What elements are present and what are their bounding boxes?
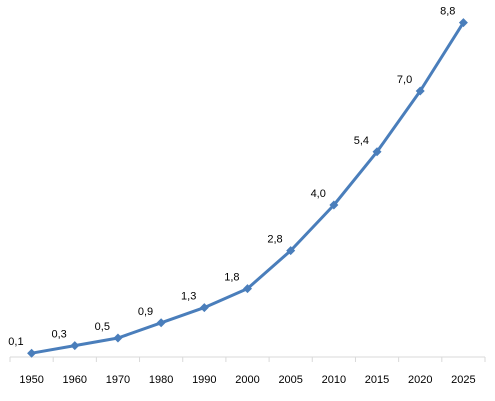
data-label: 0,5 [95, 321, 110, 333]
data-point-marker [156, 318, 166, 328]
x-tick-label: 2010 [322, 374, 346, 386]
x-tick-label: 2005 [278, 374, 302, 386]
data-point-marker [70, 341, 80, 351]
x-tick-label: 2015 [365, 374, 389, 386]
x-tick-label: 1970 [106, 374, 130, 386]
data-label: 0,9 [138, 306, 153, 318]
data-label: 2,8 [267, 234, 282, 246]
data-point-marker [113, 333, 123, 343]
data-label: 7,0 [397, 74, 412, 86]
data-point-marker [458, 18, 468, 28]
x-tick-label: 1950 [19, 374, 43, 386]
data-label: 1,3 [181, 291, 196, 303]
x-axis-ticks [9, 357, 486, 362]
data-point-marker [286, 246, 296, 256]
x-tick-label: 1960 [63, 374, 87, 386]
data-label: 1,8 [224, 272, 239, 284]
data-label: 8,8 [440, 6, 455, 18]
data-point-marker [243, 284, 252, 294]
data-label: 4,0 [311, 188, 326, 200]
x-tick-label: 2000 [235, 374, 259, 386]
data-label: 0,3 [51, 329, 66, 341]
x-axis-tick-labels: 1950 1960 1970 1980 1990 2000 2005 2010 2015 2020… [19, 374, 475, 386]
x-tick-label: 1990 [192, 374, 216, 386]
data-point-marker [415, 86, 425, 96]
data-point-marker [27, 348, 37, 358]
data-point-marker [199, 303, 209, 313]
data-label: 5,4 [354, 135, 369, 147]
series-markers [27, 18, 468, 358]
data-labels: 0,1 0,3 0,5 0,9 1,3 1,8 2,8 4,0 5,4 7,0 8,8 [8, 6, 455, 349]
x-tick-label: 2025 [451, 374, 475, 386]
x-tick-label: 1980 [149, 374, 173, 386]
x-tick-label: 2020 [408, 374, 432, 386]
series-line [31, 21, 465, 355]
data-point-marker [329, 200, 339, 210]
data-point-marker [372, 147, 382, 157]
data-label: 0,1 [8, 336, 23, 348]
